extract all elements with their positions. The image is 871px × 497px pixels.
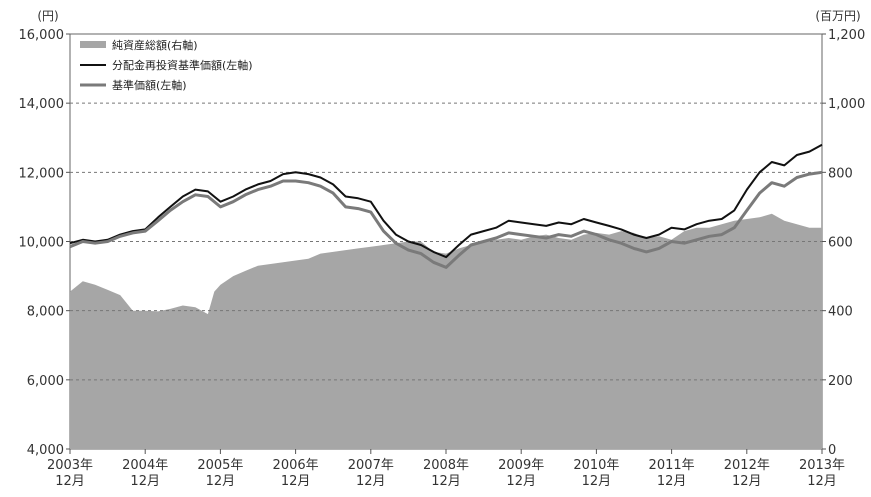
x-tick-month-label: 12月 [206,474,236,489]
left-tick-label: 16,000 [19,28,65,43]
x-tick-year-label: 2010年 [573,458,619,473]
series-area-net-assets [70,213,822,449]
x-tick-year-label: 2006年 [273,458,319,473]
left-tick-label: 4,000 [27,443,64,458]
x-tick-month-label: 12月 [356,474,386,489]
right-tick-label: 1,200 [828,28,865,43]
x-tick-year-label: 2011年 [649,458,695,473]
right-tick-label: 400 [828,305,853,320]
legend-label-nav: 基準価額(左軸) [112,78,187,92]
right-tick-label: 600 [828,236,853,251]
x-tick-month-label: 12月 [130,474,160,489]
axis-layer: 16,000 1,200 14,000 1,000 12,000 800 10,000 600… [19,28,866,489]
legend: 純資産総額(右軸) 分配金再投資基準価額(左軸) 基準価額(左軸) [80,38,253,92]
x-tick-year-label: 2007年 [348,458,394,473]
left-tick-label: 8,000 [27,305,64,320]
legend-label-net-assets: 純資産総額(右軸) [112,38,198,52]
x-tick-year-label: 2005年 [197,458,243,473]
right-axis-unit: (百万円) [815,9,860,23]
left-tick-label: 6,000 [27,374,64,389]
x-tick-year-label: 2008年 [423,458,469,473]
x-tick-year-label: 2009年 [498,458,544,473]
x-tick-month-label: 12月 [657,474,687,489]
right-tick-label: 1,000 [828,97,865,112]
x-tick-month-label: 12月 [281,474,311,489]
x-tick-year-label: 2013年 [799,458,845,473]
grid-layer [70,102,822,381]
right-tick-label: 200 [828,374,853,389]
right-tick-label: 800 [828,166,853,181]
x-tick-year-label: 2003年 [47,458,93,473]
legend-swatch-net-assets [80,41,106,48]
series-line-nav [69,170,823,269]
area-layer [70,213,822,449]
left-tick-label: 14,000 [19,97,65,112]
x-tick-month-label: 12月 [55,474,85,489]
right-tick-label: 0 [828,443,836,458]
x-tick-month-label: 12月 [582,474,612,489]
x-tick-year-label: 2004年 [122,458,168,473]
series-line-reinvested-nav [69,143,823,259]
x-tick-month-label: 12月 [732,474,762,489]
x-tick-month-label: 12月 [431,474,461,489]
x-tick-year-label: 2012年 [724,458,770,473]
x-tick-month-label: 12月 [506,474,536,489]
line-layer [69,143,823,269]
x-tick-month-label: 12月 [807,474,837,489]
left-tick-label: 10,000 [19,236,65,251]
left-axis-unit: (円) [37,9,58,23]
legend-label-reinvested-nav: 分配金再投資基準価額(左軸) [112,58,253,72]
left-tick-label: 12,000 [19,166,65,181]
